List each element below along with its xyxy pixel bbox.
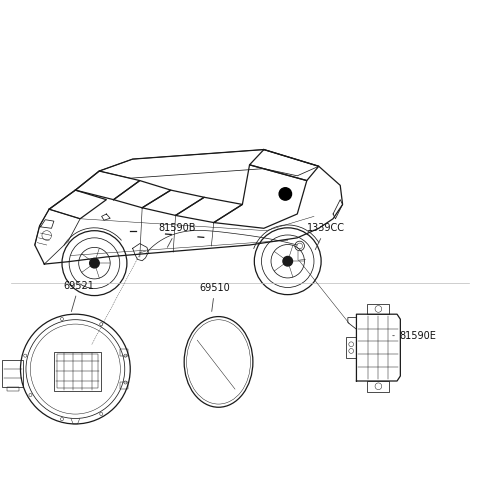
Bar <box>54 351 101 391</box>
Text: 81590E: 81590E <box>393 331 437 341</box>
Circle shape <box>283 256 292 266</box>
Bar <box>2 360 23 387</box>
Bar <box>367 381 389 392</box>
Bar <box>367 304 389 314</box>
Bar <box>120 382 128 390</box>
Text: 1339CC: 1339CC <box>307 223 345 250</box>
Bar <box>346 337 357 358</box>
Circle shape <box>90 258 99 268</box>
Text: 69521: 69521 <box>63 281 94 312</box>
Text: 81590B: 81590B <box>159 223 196 247</box>
Circle shape <box>279 188 291 200</box>
Bar <box>120 349 128 356</box>
Bar <box>57 354 98 388</box>
Bar <box>7 387 19 391</box>
Text: 69510: 69510 <box>199 283 230 312</box>
